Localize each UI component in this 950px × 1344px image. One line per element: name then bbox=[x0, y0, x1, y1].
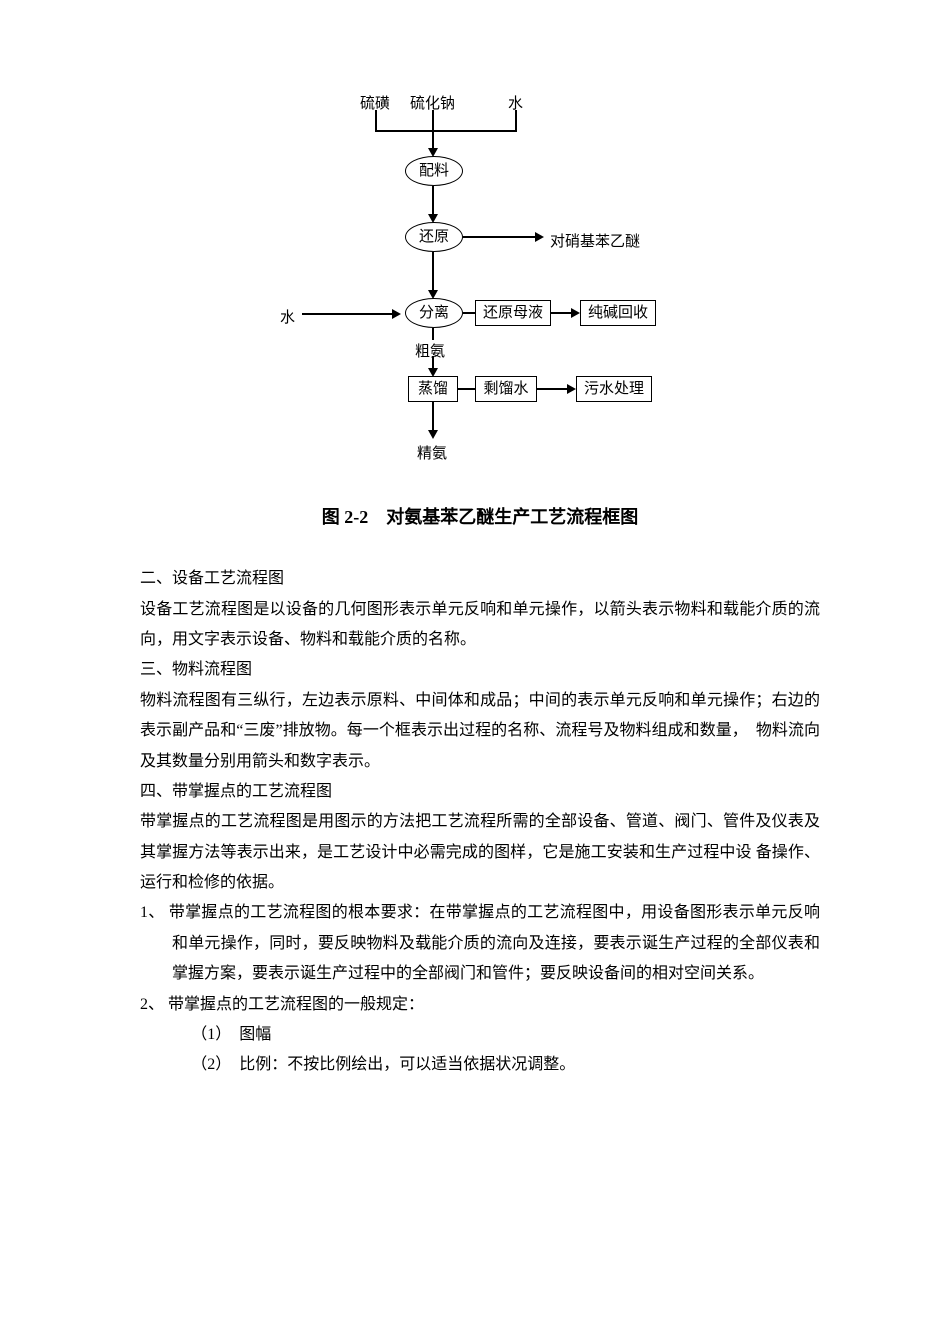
label-sewage: 污水处理 bbox=[576, 376, 652, 402]
body-text: 二、设备工艺流程图 设备工艺流程图是以设备的几何图形表示单元反响和单元操作，以箭… bbox=[140, 564, 820, 1081]
line bbox=[302, 313, 396, 315]
line bbox=[458, 388, 475, 390]
label-residue: 剩馏水 bbox=[475, 376, 537, 402]
arrowhead bbox=[428, 430, 438, 439]
list-item-1: 1、 带掌握点的工艺流程图的根本要求：在带掌握点的工艺流程图中，用设备图形表示单… bbox=[140, 898, 820, 989]
flowchart-container: 硫磺 硫化钠 水 配料 还原 对硝基苯乙醚 水 分离 还原母液 bbox=[140, 90, 820, 490]
list-item-2: 2、 带掌握点的工艺流程图的一般规定： bbox=[140, 990, 820, 1020]
arrowhead bbox=[567, 384, 576, 394]
sub-item-1: （1） 图幅 bbox=[140, 1020, 820, 1050]
section-3-title: 三、物料流程图 bbox=[140, 655, 820, 685]
line bbox=[432, 110, 434, 130]
node-distill: 蒸馏 bbox=[408, 376, 458, 402]
label-refined: 精氨 bbox=[417, 440, 447, 469]
section-4-para: 带掌握点的工艺流程图是用图示的方法把工艺流程所需的全部设备、管道、阀门、管件及仪… bbox=[140, 807, 820, 898]
line bbox=[432, 402, 434, 432]
line bbox=[432, 130, 434, 150]
line bbox=[515, 110, 517, 130]
node-separate: 分离 bbox=[405, 298, 463, 328]
line bbox=[537, 388, 571, 390]
arrowhead bbox=[535, 232, 544, 242]
label-mother-liquor: 还原母液 bbox=[475, 300, 551, 326]
arrowhead bbox=[392, 309, 401, 319]
section-2-para: 设备工艺流程图是以设备的几何图形表示单元反响和单元操作，以箭头表示物料和载能介质… bbox=[140, 595, 820, 656]
line bbox=[463, 312, 475, 314]
line bbox=[432, 186, 434, 216]
line bbox=[375, 130, 517, 132]
line bbox=[463, 236, 539, 238]
arrowhead bbox=[571, 308, 580, 318]
sub-item-2: （2） 比例：不按比例绘出，可以适当依据状况调整。 bbox=[140, 1050, 820, 1080]
label-nitro: 对硝基苯乙醚 bbox=[550, 228, 640, 257]
label-water-left: 水 bbox=[280, 304, 295, 333]
node-reduce: 还原 bbox=[405, 222, 463, 252]
section-4-title: 四、带掌握点的工艺流程图 bbox=[140, 777, 820, 807]
line bbox=[432, 252, 434, 292]
figure-caption: 图 2-2 对氨基苯乙醚生产工艺流程框图 bbox=[140, 500, 820, 534]
label-alkali: 纯碱回收 bbox=[580, 300, 656, 326]
node-mix: 配料 bbox=[405, 156, 463, 186]
flowchart: 硫磺 硫化钠 水 配料 还原 对硝基苯乙醚 水 分离 还原母液 bbox=[270, 90, 690, 490]
line bbox=[375, 110, 377, 130]
section-3-para: 物料流程图有三纵行，左边表示原料、中间体和成品；中间的表示单元反响和单元操作；右… bbox=[140, 686, 820, 777]
label-crude: 粗氨 bbox=[415, 338, 445, 367]
section-2-title: 二、设备工艺流程图 bbox=[140, 564, 820, 594]
